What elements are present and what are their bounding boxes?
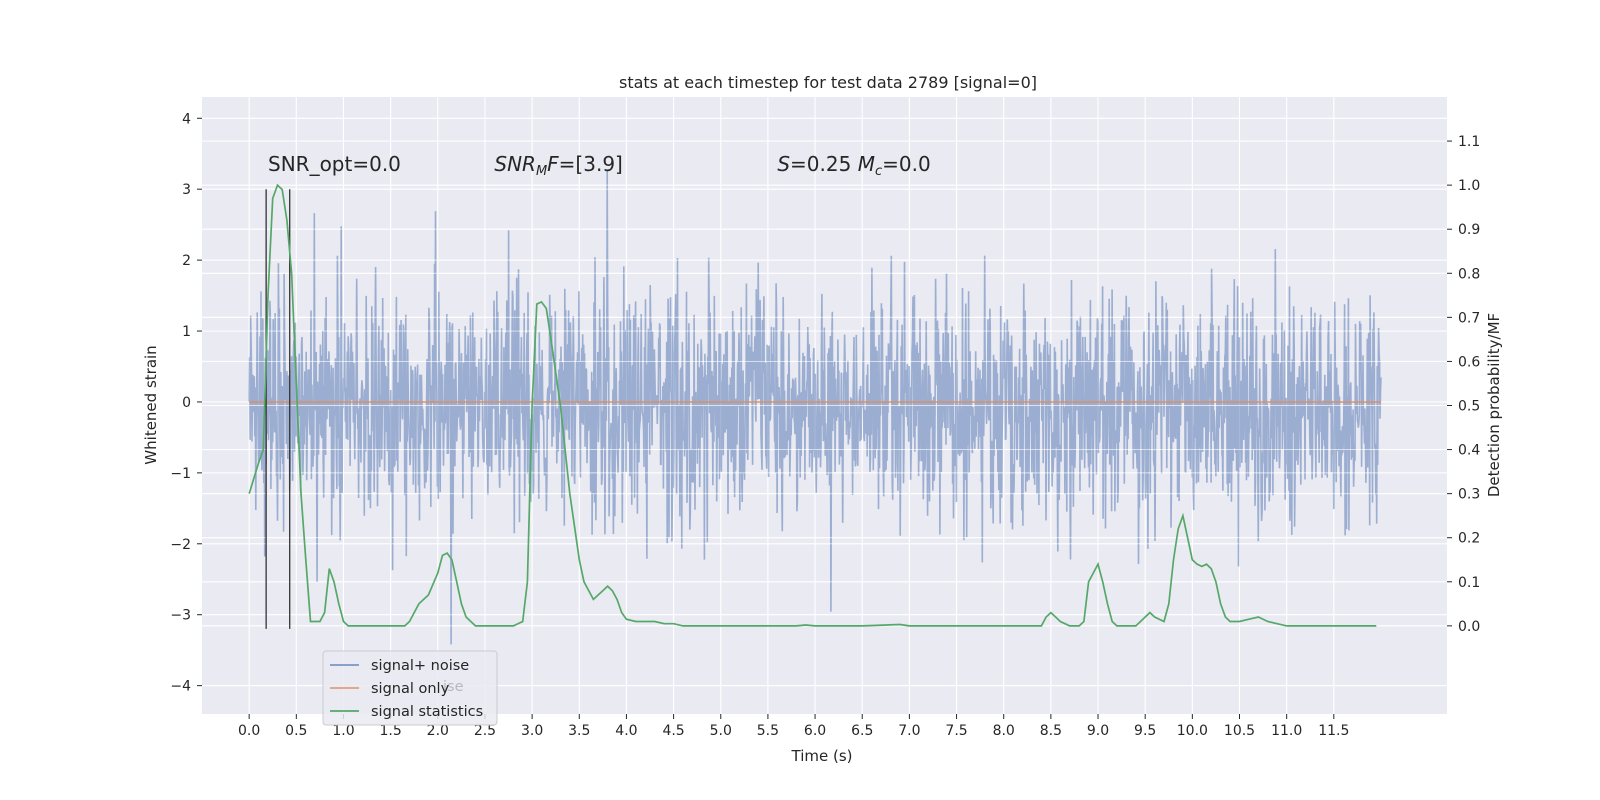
annotation-part: M: [858, 152, 875, 176]
series-signal-noise: [248, 169, 1382, 645]
x-tick-label: 6.0: [804, 723, 826, 739]
x-tick-label: 5.0: [710, 723, 732, 739]
x-tick-label: 7.5: [945, 723, 967, 739]
annotation-part: F: [547, 152, 559, 176]
y-right-tick-label: 0.2: [1458, 531, 1480, 547]
x-tick-label: 9.5: [1134, 723, 1156, 739]
x-tick-label: 4.0: [615, 723, 637, 739]
x-tick-label: 2.0: [427, 723, 449, 739]
legend: ise signal+ noise signal only signal statis…: [322, 650, 498, 726]
y-right-tick-label: 0.0: [1458, 619, 1480, 635]
y-right-tick-label: 0.4: [1458, 443, 1480, 459]
x-tick-label: 9.0: [1087, 723, 1109, 739]
x-tick-label: 11.5: [1318, 723, 1349, 739]
x-tick-label: 7.0: [898, 723, 920, 739]
x-axis-label: Time (s): [791, 747, 853, 765]
annotation-part: SNR: [494, 152, 536, 176]
legend-label: signal statistics: [371, 704, 483, 720]
x-tick-label: 3.5: [568, 723, 590, 739]
x-tick-label: 10.0: [1177, 723, 1208, 739]
annotation-text: S=0.25 Mc=0.0: [777, 152, 930, 179]
x-tick-label: 11.0: [1271, 723, 1302, 739]
annotation-part: c: [875, 164, 882, 179]
x-tick-label: 1.0: [332, 723, 354, 739]
x-tick-label: 4.5: [662, 723, 684, 739]
annotation-part: =0.0: [882, 152, 931, 176]
grid-overlay: [202, 117, 1447, 687]
legend-box: [322, 650, 498, 726]
x-tick-label: 1.5: [380, 723, 402, 739]
y-right-tick-label: 0.8: [1458, 266, 1480, 282]
y-right-tick-label: 0.7: [1458, 310, 1480, 326]
legend-ghost-text: ise: [443, 679, 464, 695]
annotation-text: SNRMF=[3.9]: [494, 152, 622, 179]
y-tick-label: −2: [170, 537, 191, 553]
y-right-tick-label: 1.0: [1458, 178, 1480, 194]
y-tick-label: 4: [182, 111, 191, 127]
x-tick-label: 2.5: [474, 723, 496, 739]
x-tick-label: 3.0: [521, 723, 543, 739]
annotation-part: =[3.9]: [559, 152, 623, 176]
annotation-part: SNR_opt=0.0: [268, 152, 401, 176]
x-tick-label: 0.5: [285, 723, 307, 739]
x-tick-label: 5.5: [757, 723, 779, 739]
x-tick-label: 8.0: [993, 723, 1015, 739]
y-right-tick-label: 0.9: [1458, 222, 1480, 238]
y-tick-label: −1: [170, 466, 191, 482]
legend-label: signal+ noise: [371, 658, 469, 674]
annotation-part: S: [777, 152, 790, 176]
y-axis-right-label: Detection probability/MF: [1485, 313, 1503, 497]
chart-title: stats at each timestep for test data 278…: [619, 73, 1037, 92]
legend-label: signal only: [371, 681, 450, 697]
series-signal-statistics: [248, 183, 1377, 627]
x-tick-label: 10.5: [1224, 723, 1255, 739]
y-right-tick-label: 0.5: [1458, 399, 1480, 415]
annotation-part: M: [536, 164, 547, 179]
annotation-text: SNR_opt=0.0: [268, 152, 401, 176]
y-right-tick-label: 0.6: [1458, 354, 1480, 370]
y-tick-label: 3: [182, 182, 191, 198]
y-right-tick-label: 1.1: [1458, 134, 1480, 150]
annotation-part: =0.25: [790, 152, 858, 176]
y-tick-label: 1: [182, 324, 191, 340]
x-tick-label: 8.5: [1040, 723, 1062, 739]
y-right-tick-label: 0.1: [1458, 575, 1480, 591]
x-tick-label: 0.0: [238, 723, 260, 739]
y-tick-label: 0: [182, 395, 191, 411]
y-axis-label: Whitened strain: [142, 345, 160, 464]
y-right-tick-label: 0.3: [1458, 487, 1480, 503]
y-tick-label: −4: [170, 679, 191, 695]
y-tick-label: −3: [170, 608, 191, 624]
y-tick-label: 2: [182, 253, 191, 269]
x-tick-label: 6.5: [851, 723, 873, 739]
